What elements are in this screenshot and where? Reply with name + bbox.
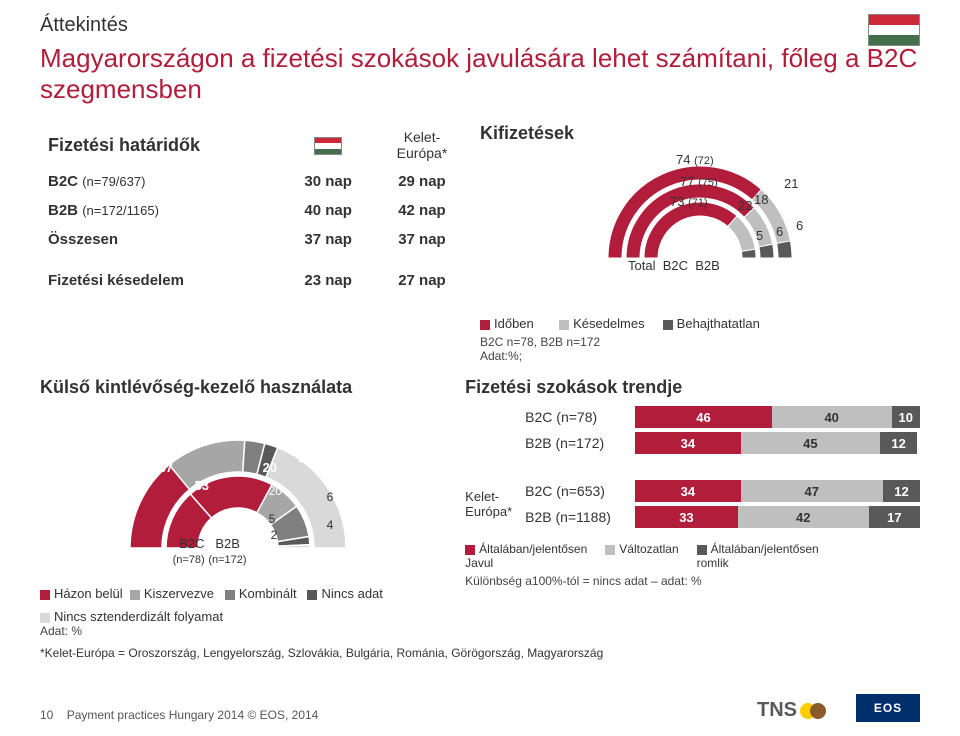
payments-donut-chart: 74 (72) 77 (75) 73 (71) 21 18 22 6 6 5 T… — [570, 148, 830, 308]
tns-logo: TNS — [757, 699, 826, 722]
table-row: B2C (n=653) 34 47 12 — [525, 480, 920, 502]
overview-label: Áttekintés — [40, 14, 960, 37]
payments-panel: Kifizetések 74 (72) 77 (75) 73 (71) 21 1… — [480, 123, 920, 363]
table-row: B2C (n=78) 46 40 10 — [525, 406, 920, 428]
page-title: Magyarországon a fizetési szokások javul… — [40, 43, 920, 105]
table-row: B2B (n=1188) 33 42 17 — [525, 506, 920, 528]
table-row: Fizetési késedelem 23 nap 27 nap — [40, 266, 470, 295]
trends-title: Fizetési szokások trendje — [465, 377, 920, 398]
payments-legend: Időben Késedelmes Behajthatatlan — [480, 316, 920, 331]
trends-panel: Fizetési szokások trendje B2C (n=78) 46 … — [465, 377, 920, 638]
terms-title: Fizetési határidők — [40, 123, 282, 167]
flag-hungary-small — [314, 137, 342, 155]
trend-group-label: Kelet- Európa* — [465, 476, 525, 532]
trends-legend: Általában/jelentősen Javul Változatlan Á… — [465, 542, 920, 570]
table-row: B2B (n=172) 34 45 12 — [525, 432, 920, 454]
external-note: Adat: % — [40, 624, 465, 638]
footnote: *Kelet-Európa = Oroszország, Lengyelorsz… — [0, 638, 960, 660]
table-row: B2C (n=79/637) 30 nap 29 nap — [40, 167, 470, 196]
external-legend: Házon belül Kiszervezve Kombinált Nincs … — [40, 586, 465, 601]
table-row: Összesen 37 nap 37 nap — [40, 225, 470, 254]
trends-note: Különbség a100%-tól = nincs adat – adat:… — [465, 574, 920, 588]
payments-note: B2C n=78, B2B n=172 Adat:%; — [480, 335, 920, 363]
payment-terms-table: Fizetési határidők Kelet- Európa* B2C (n… — [40, 123, 470, 363]
eos-logo: EOS — [856, 694, 920, 722]
table-row: B2B (n=172/1165) 40 nap 42 nap — [40, 196, 470, 225]
page-number: 10 Payment practices Hungary 2014 © EOS,… — [40, 708, 318, 722]
external-title: Külső kintlévőség-kezelő használata — [40, 377, 465, 398]
external-panel: Külső kintlévőség-kezelő használata 37 5… — [40, 377, 465, 638]
payments-title: Kifizetések — [480, 123, 920, 144]
country-flag — [868, 14, 920, 46]
external-half-donut: 37 53 28 20 24 20 6 5 4 2 B2C B2B (n=78)… — [103, 408, 403, 578]
terms-col-region: Kelet- Európa* — [374, 123, 470, 167]
